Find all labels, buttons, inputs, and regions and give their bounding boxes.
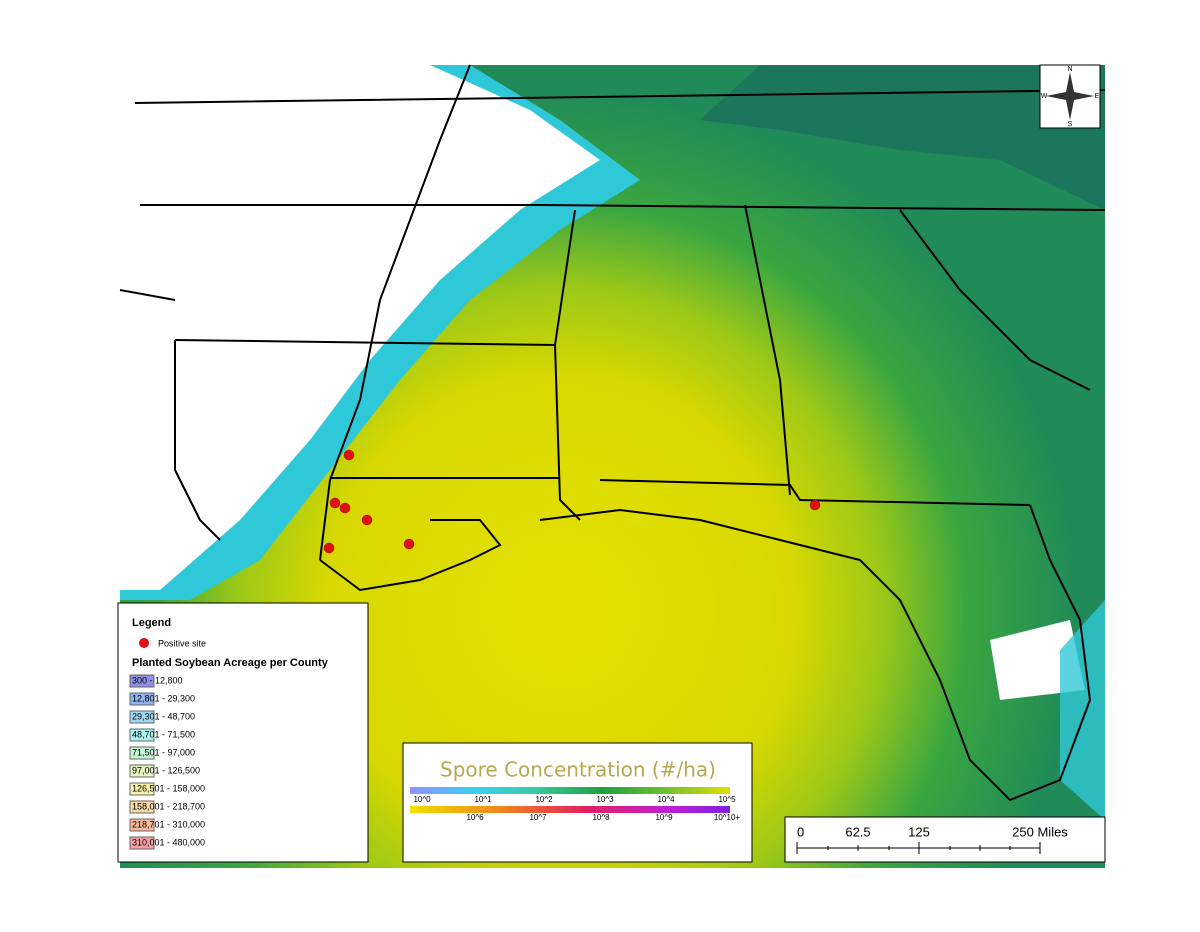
legend-class-label: 12,801 - 29,300 [132, 693, 195, 703]
legend-title: Legend [132, 617, 171, 629]
compass-n: N [1067, 66, 1072, 73]
legend-site-label: Positive site [158, 638, 206, 648]
site-marker [323, 542, 335, 554]
spore-label-upper: 10^4 [657, 795, 675, 804]
spore-title: Spore Concentration (#/ha) [440, 758, 716, 782]
legend-class-label: 300 - 12,800 [132, 675, 183, 685]
spore-scale: Spore Concentration (#/ha) 10^0 10^1 10^2 1… [402, 742, 753, 863]
compass-rose [1046, 72, 1094, 120]
site-marker [329, 497, 341, 509]
compass-e: E [1095, 93, 1100, 100]
scale-label: 125 [908, 824, 930, 839]
legend-swatch [129, 764, 155, 778]
spore-label-upper: 10^2 [535, 795, 553, 804]
legend-swatch [129, 710, 155, 724]
legend-swatch [129, 674, 155, 688]
state-borders [119, 64, 1106, 802]
spore-label-lower: 10^10+ [714, 813, 741, 822]
compass: N S E W [1039, 64, 1101, 129]
scale-label: 62.5 [845, 824, 870, 839]
legend-class-label: 29,301 - 48,700 [132, 711, 195, 721]
spore-label-lower: 10^9 [655, 813, 673, 822]
site-marker [361, 514, 373, 526]
legend-swatch [129, 746, 155, 760]
spore-label-upper: 10^0 [413, 795, 431, 804]
legend-box [117, 602, 369, 863]
spore-label-lower: 10^6 [466, 813, 484, 822]
site-marker [343, 449, 355, 461]
spore-label-upper: 10^1 [474, 795, 492, 804]
positive-sites [323, 449, 821, 554]
legend-swatch [129, 800, 155, 814]
spore-label-lower: 10^7 [529, 813, 547, 822]
legend-swatch [129, 782, 155, 796]
legend-class-label: 126,501 - 158,000 [132, 783, 205, 793]
spore-box [402, 742, 753, 863]
scale-bar: 0 62.5 125 250 Miles [784, 816, 1106, 863]
no-spore-area [120, 65, 600, 590]
legend-swatch [129, 836, 155, 850]
legend-class-label: 97,001 - 126,500 [132, 765, 200, 775]
scale-ruler [796, 842, 1041, 854]
spore-label-upper: 10^5 [718, 795, 736, 804]
legend-class-label: 48,701 - 71,500 [132, 729, 195, 739]
legend-site-marker [139, 638, 149, 648]
site-marker [403, 538, 415, 550]
legend-class-label: 218,701 - 310,000 [132, 819, 205, 829]
scale-label: 250 Miles [1012, 824, 1068, 839]
compass-s: S [1068, 121, 1073, 128]
legend-class-label: 158,001 - 218,700 [132, 801, 205, 811]
scale-box [784, 816, 1106, 863]
legend-swatch [129, 692, 155, 706]
spore-label-upper: 10^3 [596, 795, 614, 804]
dark-band [700, 65, 1105, 210]
legend-swatch [129, 818, 155, 832]
site-marker [339, 502, 351, 514]
spore-bar-high [410, 806, 730, 813]
legend-class-label: 310,001 - 480,000 [132, 837, 205, 847]
spore-label-lower: 10^8 [592, 813, 610, 822]
site-marker [809, 499, 821, 511]
compass-w: W [1041, 93, 1048, 100]
legend-class-label: 71,501 - 97,000 [132, 747, 195, 757]
cyan-band [1060, 600, 1105, 820]
legend: Legend Positive site Planted Soybean Acr… [117, 602, 369, 863]
legend-acreage-title: Planted Soybean Acreage per County [132, 657, 329, 669]
legend-swatch [129, 728, 155, 742]
spore-bar-low [410, 787, 730, 794]
scale-label: 0 [797, 824, 804, 839]
